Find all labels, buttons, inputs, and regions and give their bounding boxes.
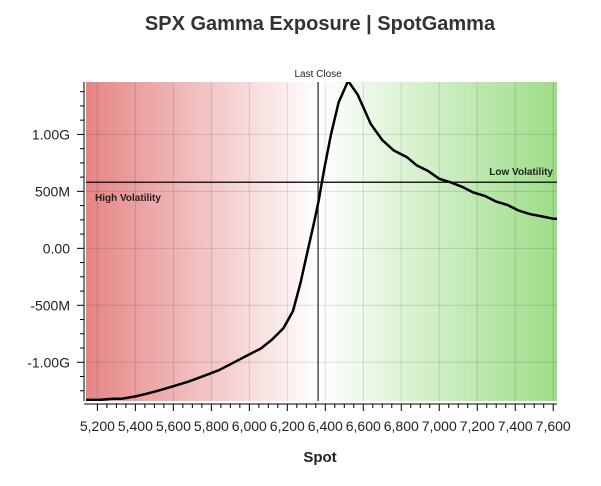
low-volatility-label: Low Volatility — [489, 167, 553, 178]
plot-background — [86, 82, 557, 401]
x-axis-label: Spot — [303, 449, 336, 466]
chart-title: SPX Gamma Exposure | SpotGamma — [145, 13, 496, 35]
x-tick-label: 7,000 — [422, 418, 457, 434]
x-tick-label: 6,000 — [232, 418, 267, 434]
y-tick-label: 1.00G — [32, 126, 70, 142]
x-tick-label: 5,200 — [80, 418, 115, 434]
last-close-label: Last Close — [294, 69, 342, 80]
x-tick-label: 6,600 — [346, 418, 381, 434]
y-tick-label: -500M — [30, 297, 70, 313]
high-volatility-label: High Volatility — [95, 193, 161, 204]
series-layer — [86, 82, 557, 401]
y-ticks: -1.00G -500M 0.00 500M 1.00G — [27, 91, 84, 392]
x-ticks: 5,200 5,400 5,600 5,800 6,000 6,200 6,400 6,600… — [80, 404, 571, 434]
x-tick-label: 5,400 — [118, 418, 153, 434]
y-tick-label: 500M — [35, 183, 70, 199]
x-tick-label: 6,800 — [384, 418, 419, 434]
x-tick-label: 7,600 — [536, 418, 571, 434]
gamma-exposure-line — [86, 82, 557, 401]
x-tick-label: 7,200 — [460, 418, 495, 434]
x-tick-label: 5,600 — [156, 418, 191, 434]
y-tick-label: 0.00 — [43, 240, 70, 256]
x-tick-label: 6,400 — [308, 418, 343, 434]
x-tick-label: 5,800 — [194, 418, 229, 434]
y-tick-label: -1.00G — [27, 354, 70, 370]
x-tick-label: 7,400 — [498, 418, 533, 434]
x-tick-label: 6,200 — [270, 418, 305, 434]
